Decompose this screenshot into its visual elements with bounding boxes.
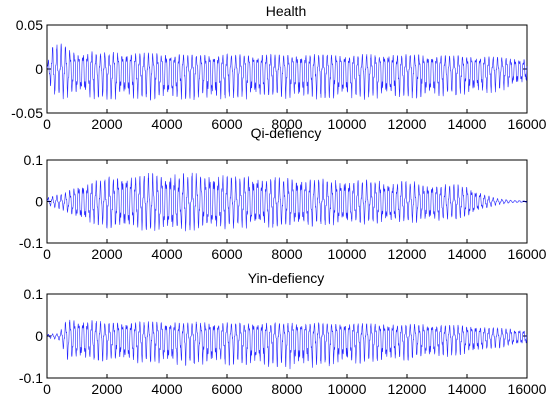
series-line — [46, 319, 528, 370]
x-tick-label: 12000 — [388, 381, 427, 397]
signal-trace — [46, 319, 528, 370]
x-tick-label: 0 — [43, 246, 51, 262]
x-tick-label: 2000 — [91, 381, 122, 397]
y-tick-label: 0 — [35, 328, 43, 344]
series-line — [46, 172, 528, 232]
y-tick-label: -0.1 — [19, 370, 43, 386]
y-tick-label: 0.05 — [16, 17, 43, 33]
x-tick-label: 10000 — [328, 246, 367, 262]
x-tick-label: 14000 — [448, 116, 487, 132]
x-tick-label: 8000 — [271, 246, 302, 262]
qi-defiency-panel: Qi-defiency 0 2000 4000 6000 8000 10000 12000 1… — [19, 125, 547, 262]
yin-defiency-panel: Yin-defiency 0 2000 4000 6000 8000 10000 12000… — [19, 270, 547, 397]
x-tick-label: 4000 — [151, 381, 182, 397]
panel-title: Yin-defiency — [248, 270, 325, 286]
panel-title: Qi-defiency — [251, 125, 322, 141]
y-tick-label: -0.05 — [11, 105, 43, 121]
axis-ticks: 0 2000 4000 6000 8000 10000 12000 14000 16000 -0.… — [19, 152, 547, 262]
x-tick-label: 2000 — [91, 116, 122, 132]
series-line — [46, 43, 528, 101]
x-tick-label: 10000 — [328, 381, 367, 397]
axis-ticks: 0 2000 4000 6000 8000 10000 12000 14000 16000 -0.… — [11, 17, 547, 132]
x-tick-label: 2000 — [91, 246, 122, 262]
signal-trace — [46, 43, 528, 101]
x-tick-label: 16000 — [508, 246, 547, 262]
x-tick-label: 12000 — [388, 116, 427, 132]
x-tick-label: 14000 — [448, 246, 487, 262]
y-tick-label: -0.1 — [19, 235, 43, 251]
x-tick-label: 16000 — [508, 381, 547, 397]
x-tick-label: 4000 — [151, 116, 182, 132]
health-panel: Health 0 2000 4000 6000 8000 10000 12000 14000 1… — [11, 3, 547, 132]
panel-title: Health — [266, 3, 306, 19]
x-tick-label: 10000 — [328, 116, 367, 132]
axis-ticks: 0 2000 4000 6000 8000 10000 12000 14000 16000 -0.… — [19, 286, 547, 397]
x-tick-label: 8000 — [271, 116, 302, 132]
x-tick-label: 6000 — [211, 381, 242, 397]
x-tick-label: 6000 — [211, 116, 242, 132]
x-tick-label: 16000 — [508, 116, 547, 132]
y-tick-label: 0 — [35, 61, 43, 77]
y-tick-label: 0 — [35, 194, 43, 210]
x-tick-label: 6000 — [211, 246, 242, 262]
signal-trace — [46, 172, 528, 232]
x-tick-label: 0 — [43, 381, 51, 397]
y-tick-label: 0.1 — [24, 152, 44, 168]
x-tick-label: 0 — [43, 116, 51, 132]
x-tick-label: 14000 — [448, 381, 487, 397]
x-tick-label: 8000 — [271, 381, 302, 397]
x-tick-label: 12000 — [388, 246, 427, 262]
y-tick-label: 0.1 — [24, 286, 44, 302]
x-tick-label: 4000 — [151, 246, 182, 262]
